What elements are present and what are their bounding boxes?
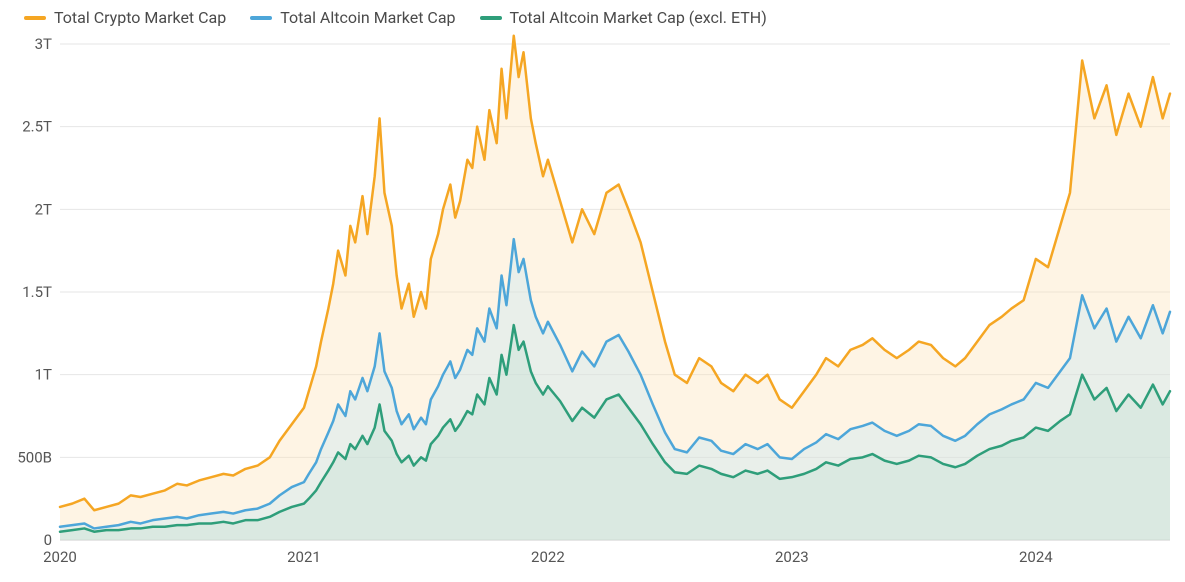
- legend-item-altcoin-excl-eth[interactable]: Total Altcoin Market Cap (excl. ETH): [480, 8, 767, 27]
- crypto-market-cap-chart: Total Crypto Market Cap Total Altcoin Ma…: [0, 0, 1185, 582]
- chart-canvas: 0 500B 1T 1.5T 2T 2.5T 3T 2020 2021 2022 2023 2024: [0, 0, 1185, 582]
- y-tick-label: 2T: [35, 200, 52, 218]
- legend: Total Crypto Market Cap Total Altcoin Ma…: [24, 8, 767, 27]
- x-tick-label: 2021: [287, 548, 321, 566]
- x-tick-label: 2023: [775, 548, 809, 566]
- y-tick-label: 1.5T: [22, 283, 52, 301]
- legend-swatch-icon: [250, 16, 272, 20]
- x-tick-label: 2022: [531, 548, 565, 566]
- x-tick-label: 2020: [43, 548, 77, 566]
- legend-label: Total Altcoin Market Cap: [280, 8, 455, 27]
- y-tick-label: 1T: [35, 366, 52, 384]
- y-tick-label: 3T: [35, 35, 52, 53]
- legend-swatch-icon: [480, 16, 502, 20]
- legend-swatch-icon: [24, 16, 46, 20]
- legend-label: Total Altcoin Market Cap (excl. ETH): [510, 8, 767, 27]
- y-tick-label: 500B: [17, 448, 52, 466]
- legend-item-total-crypto[interactable]: Total Crypto Market Cap: [24, 8, 226, 27]
- y-tick-label: 0: [44, 531, 52, 549]
- y-tick-label: 2.5T: [22, 118, 52, 136]
- legend-label: Total Crypto Market Cap: [54, 8, 226, 27]
- x-tick-label: 2024: [1019, 548, 1053, 566]
- legend-item-total-altcoin[interactable]: Total Altcoin Market Cap: [250, 8, 455, 27]
